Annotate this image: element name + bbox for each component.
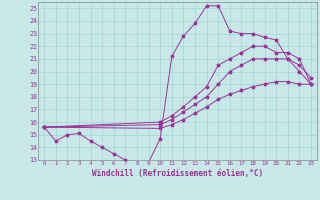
X-axis label: Windchill (Refroidissement éolien,°C): Windchill (Refroidissement éolien,°C)	[92, 169, 263, 178]
